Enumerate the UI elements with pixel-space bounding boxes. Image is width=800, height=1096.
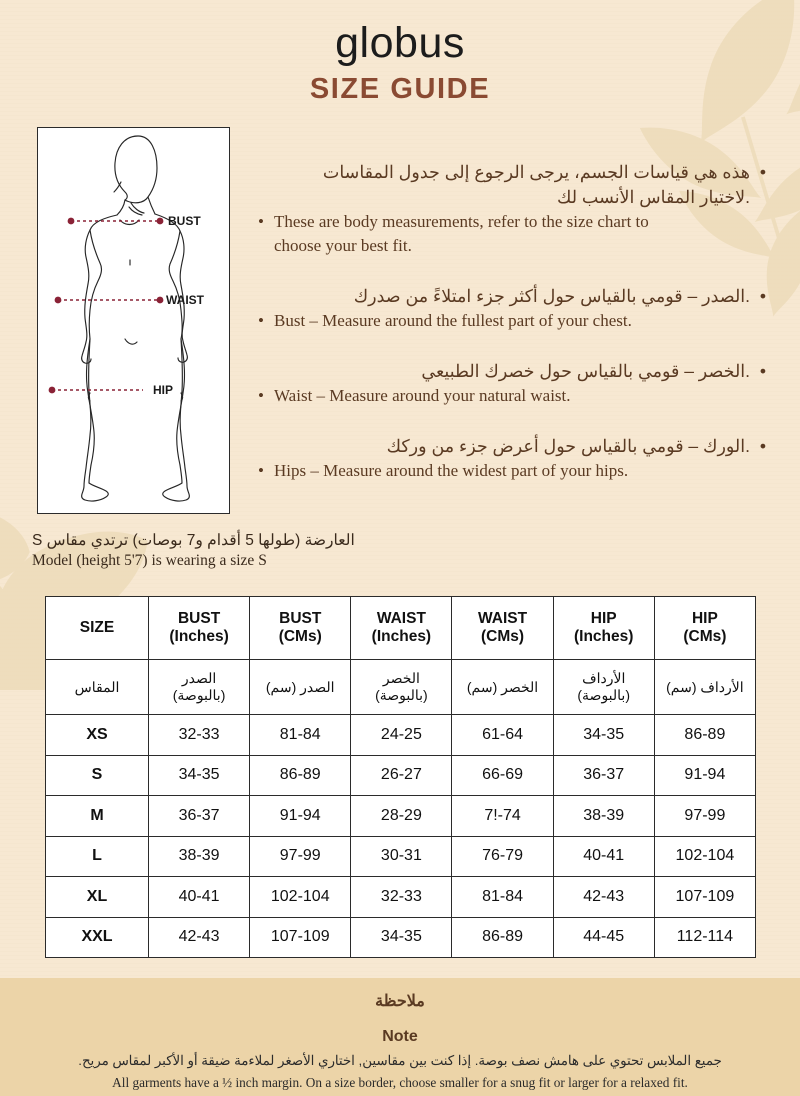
svg-text:WAIST: WAIST <box>166 293 205 307</box>
svg-text:HIP: HIP <box>153 383 173 397</box>
svg-text:BUST: BUST <box>168 214 201 228</box>
